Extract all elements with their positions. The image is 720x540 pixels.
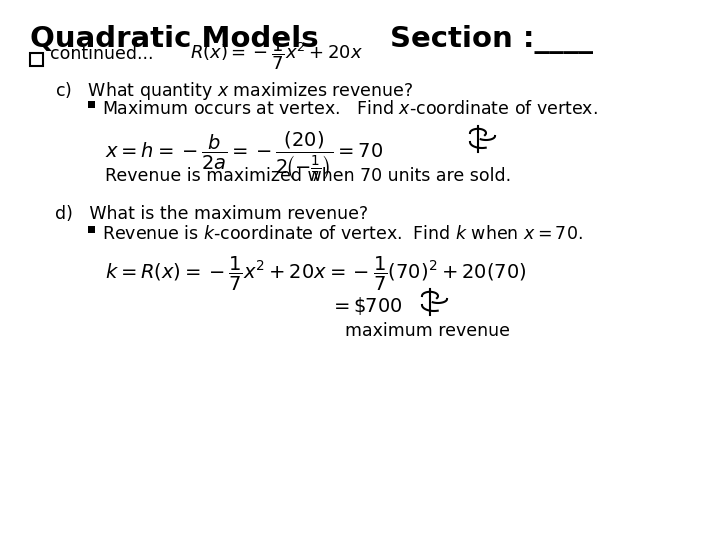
- FancyBboxPatch shape: [88, 101, 95, 108]
- Text: Revenue is $k$-coordinate of vertex.  Find $k$ when $x = 70$.: Revenue is $k$-coordinate of vertex. Fin…: [102, 225, 582, 243]
- Text: Maximum occurs at vertex.   Find $x$-coordinate of vertex.: Maximum occurs at vertex. Find $x$-coord…: [102, 100, 598, 118]
- FancyBboxPatch shape: [88, 226, 95, 233]
- Text: continued...: continued...: [50, 45, 153, 63]
- Text: d)   What is the maximum revenue?: d) What is the maximum revenue?: [55, 205, 368, 223]
- Text: Section :____: Section :____: [390, 25, 593, 54]
- Text: c)   What quantity $x$ maximizes revenue?: c) What quantity $x$ maximizes revenue?: [55, 80, 413, 102]
- FancyBboxPatch shape: [30, 53, 43, 66]
- Text: $R(x) = -\dfrac{1}{7}x^2 + 20x$: $R(x) = -\dfrac{1}{7}x^2 + 20x$: [190, 36, 363, 72]
- Text: $= \$700$: $= \$700$: [330, 295, 402, 317]
- Text: Revenue is maximized when 70 units are sold.: Revenue is maximized when 70 units are s…: [105, 167, 511, 185]
- Text: maximum revenue: maximum revenue: [345, 322, 510, 340]
- Text: $x = h = -\dfrac{b}{2a} = -\dfrac{(20)}{2\!\left(-\frac{1}{7}\right)} = 70$: $x = h = -\dfrac{b}{2a} = -\dfrac{(20)}{…: [105, 130, 383, 184]
- Text: Quadratic Models: Quadratic Models: [30, 25, 319, 53]
- Text: $k = R(x) = -\dfrac{1}{7}x^2 + 20x = -\dfrac{1}{7}(70)^2 + 20(70)$: $k = R(x) = -\dfrac{1}{7}x^2 + 20x = -\d…: [105, 255, 526, 293]
